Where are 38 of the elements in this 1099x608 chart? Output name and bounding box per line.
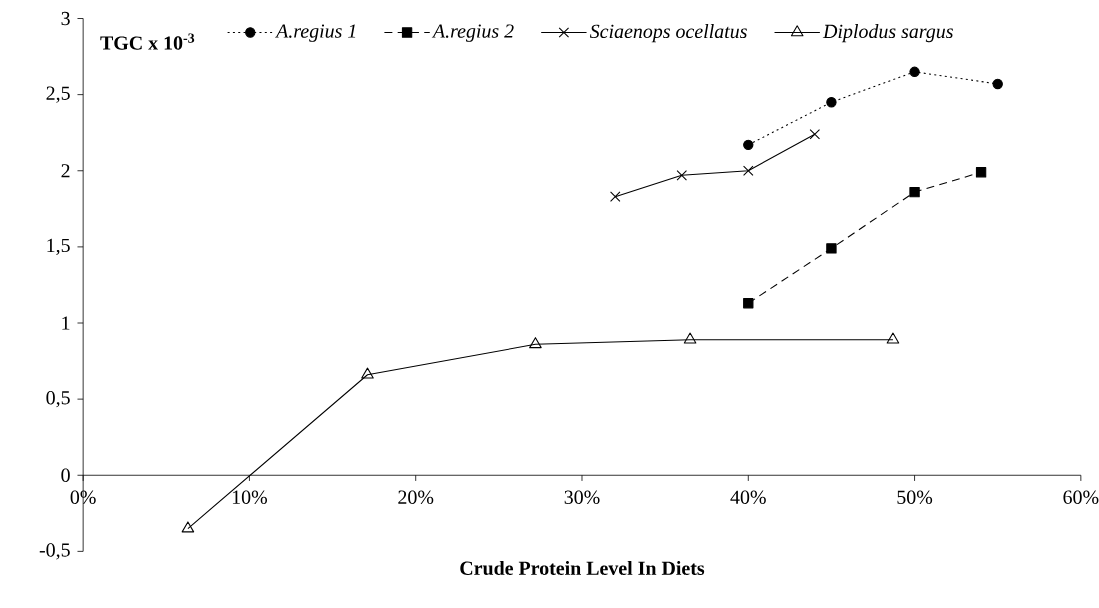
- point: [909, 66, 920, 77]
- point: [975, 167, 987, 178]
- x-tick-label: 60%: [1063, 490, 1099, 504]
- x-tick-label: 0%: [70, 490, 96, 504]
- legend-label: A.regius 1: [275, 24, 356, 42]
- point: [683, 332, 697, 344]
- point: [743, 298, 754, 309]
- legend-label: Diplodus sargus: [822, 24, 953, 43]
- y-tick-label: 2,5: [46, 86, 70, 103]
- point: [676, 170, 687, 181]
- point: [361, 367, 374, 379]
- x-tick-label: 20%: [398, 490, 434, 504]
- point: [826, 97, 837, 108]
- point: [743, 139, 754, 151]
- legend-label: Sciaenops ocellatus: [589, 24, 747, 43]
- point: [809, 128, 821, 140]
- point: [909, 186, 920, 198]
- x-tick-label: 30%: [564, 490, 600, 504]
- point: [826, 243, 837, 254]
- y-tick-label: 2: [61, 164, 70, 178]
- y-tick-label: 1: [62, 316, 70, 330]
- y-tick-label: 0: [61, 468, 70, 482]
- x-axis-title: Crude Protein Level In Diets: [460, 560, 705, 575]
- point: [743, 165, 754, 176]
- y-tick-label: 3: [61, 11, 70, 26]
- legend-label: A.regius 2: [431, 24, 514, 42]
- y-tick-label: 0,5: [46, 390, 70, 408]
- x-tick-label: 40%: [730, 490, 766, 504]
- point: [529, 337, 542, 349]
- y-tick-label: -0,5: [39, 543, 70, 560]
- point: [610, 191, 621, 202]
- x-tick-label: 10%: [232, 490, 268, 504]
- x-tick-label: 50%: [897, 490, 933, 504]
- y-axis-title: TGC x 10$^{-3}$: [100, 33, 195, 50]
- point: [992, 78, 1003, 90]
- point: [181, 521, 195, 533]
- point: [886, 332, 900, 344]
- y-tick-label: 1,5: [47, 238, 70, 255]
